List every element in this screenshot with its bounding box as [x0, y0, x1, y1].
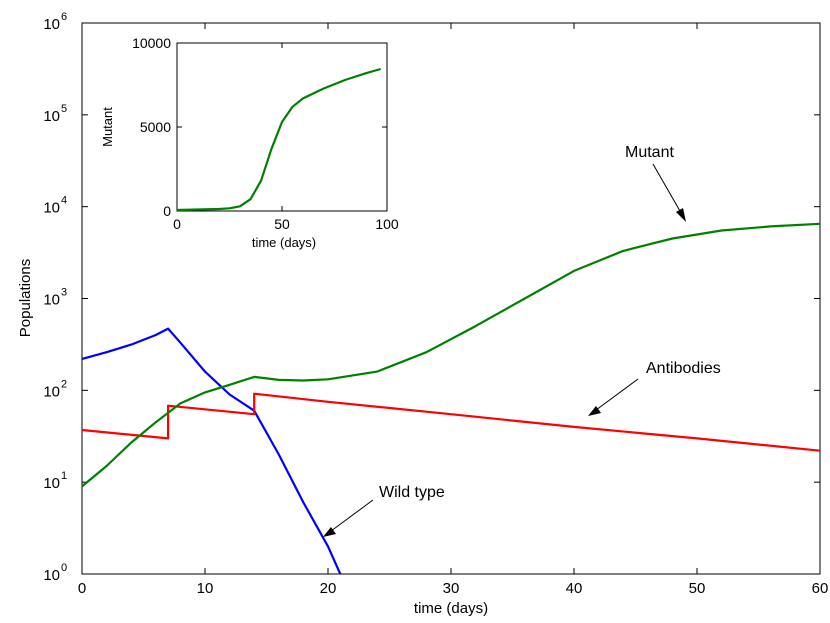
- annotation-mutant-label: Mutant: [625, 144, 674, 161]
- y-tick-label: 10: [43, 383, 60, 400]
- inset-y-tick-label: 10000: [132, 35, 171, 51]
- y-tick-exponent: 6: [61, 11, 67, 23]
- y-tick-exponent: 0: [61, 562, 67, 574]
- series-line-mutant: [81, 222, 821, 488]
- annotation-mutant-arrowhead: [676, 208, 686, 222]
- x-tick-label: 10: [197, 580, 214, 597]
- main-x-axis-label: time (days): [414, 600, 488, 617]
- inset-y-tick-label: 0: [163, 203, 171, 219]
- y-tick-label: 10: [43, 292, 60, 309]
- inset-y-tick-label: 5000: [140, 119, 171, 135]
- annotation-wild-type: Wild type: [323, 484, 445, 537]
- y-tick-exponent: 5: [61, 103, 67, 115]
- main-series: [81, 222, 821, 575]
- inset-x-axis-label: time (days): [252, 235, 316, 250]
- inset-ticks: 0 50 100 0 5000 10000: [132, 35, 399, 232]
- annotation-wild-type-arrow: [326, 499, 374, 535]
- annotation-antibodies: Antibodies: [588, 360, 721, 416]
- inset-series: [176, 67, 382, 212]
- x-tick-label: 20: [320, 580, 337, 597]
- x-tick-label: 40: [566, 580, 583, 597]
- y-tick-label: 10: [43, 567, 60, 584]
- annotation-mutant-arrow: [652, 163, 685, 219]
- annotation-antibodies-arrow: [591, 378, 639, 414]
- y-tick-exponent: 2: [61, 378, 67, 390]
- x-tick-label: 0: [78, 580, 86, 597]
- annotation-wild-type-arrowhead: [323, 527, 336, 537]
- x-tick-label: 30: [443, 580, 460, 597]
- y-tick-exponent: 1: [61, 470, 67, 482]
- y-tick-label: 10: [43, 475, 60, 492]
- annotation-antibodies-label: Antibodies: [646, 360, 721, 377]
- inset-y-axis-label: Mutant: [100, 107, 115, 147]
- annotation-wild-type-label: Wild type: [379, 484, 445, 501]
- series-line-antibodies: [81, 392, 821, 452]
- inset-series-line-mutant: [176, 67, 382, 212]
- y-tick-label: 10: [43, 108, 60, 125]
- y-tick-exponent: 3: [61, 287, 67, 299]
- annotation-antibodies-arrowhead: [588, 406, 601, 416]
- inset-x-tick-label: 50: [274, 216, 290, 232]
- x-tick-label: 50: [689, 580, 706, 597]
- y-tick-exponent: 4: [61, 195, 67, 207]
- inset-x-tick-label: 100: [375, 216, 399, 232]
- y-tick-label: 10: [43, 16, 60, 33]
- annotation-mutant: Mutant: [625, 144, 686, 222]
- main-y-axis-label: Populations: [17, 259, 34, 337]
- inset-plot-area: [176, 42, 388, 212]
- series-line-wild-type: [81, 327, 342, 575]
- inset-x-tick-label: 0: [173, 216, 181, 232]
- y-tick-label: 10: [43, 200, 60, 217]
- x-tick-label: 60: [812, 580, 829, 597]
